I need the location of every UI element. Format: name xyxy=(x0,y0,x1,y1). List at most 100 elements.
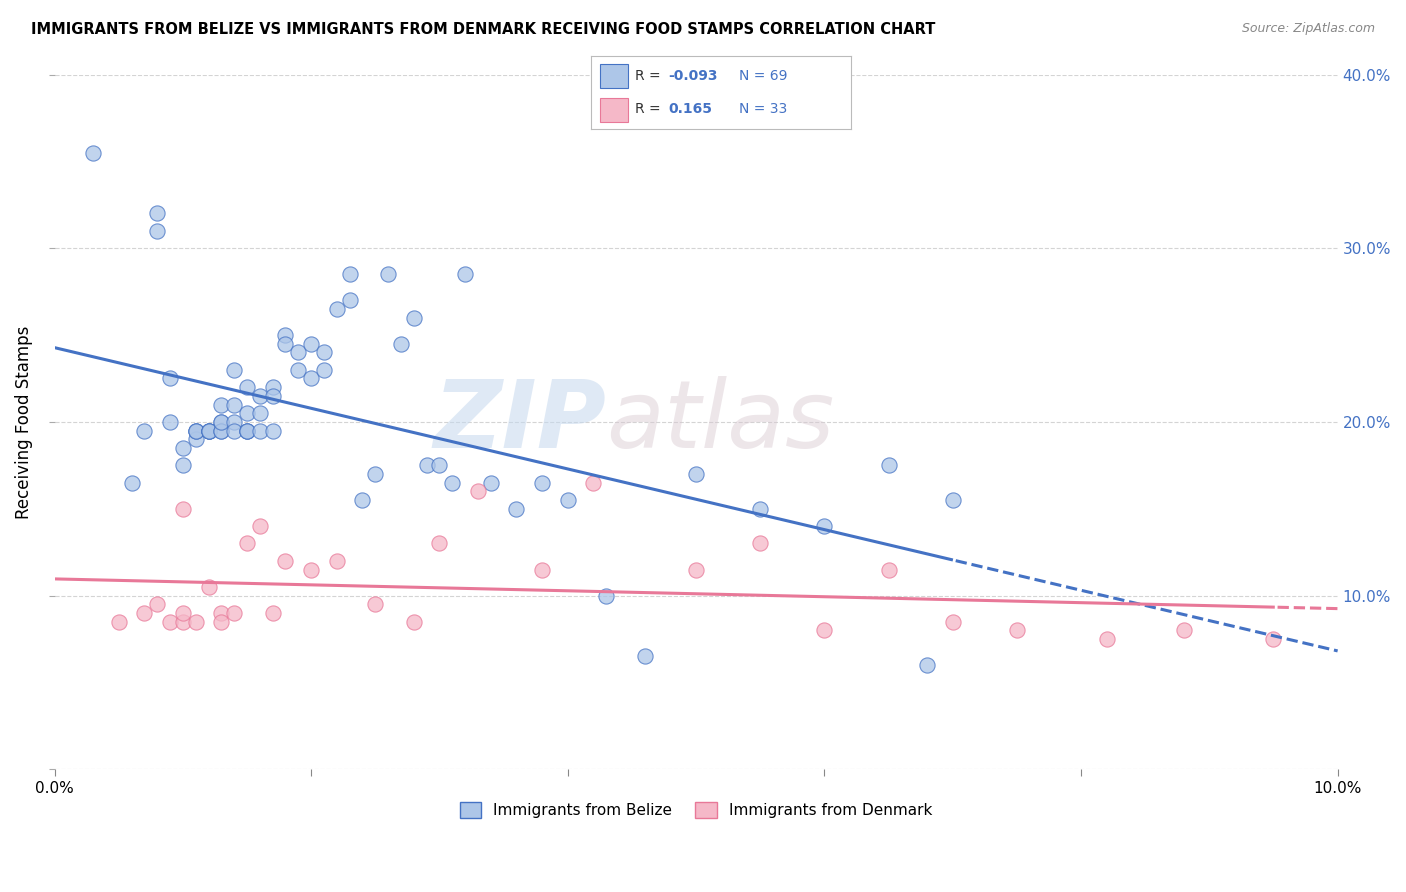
Point xyxy=(159,615,181,629)
Point xyxy=(505,501,527,516)
Y-axis label: Receiving Food Stamps: Receiving Food Stamps xyxy=(15,326,32,518)
Point xyxy=(402,310,425,325)
Point xyxy=(209,615,232,629)
Point xyxy=(352,493,374,508)
Point xyxy=(749,501,772,516)
Point xyxy=(197,580,219,594)
Point xyxy=(184,432,207,446)
Point xyxy=(236,406,259,420)
Point xyxy=(121,475,143,490)
Point xyxy=(582,475,605,490)
Point xyxy=(184,424,207,438)
Point xyxy=(209,606,232,620)
Point xyxy=(813,519,835,533)
Point xyxy=(454,267,477,281)
Point xyxy=(339,267,361,281)
Point xyxy=(531,563,554,577)
Point xyxy=(262,606,284,620)
Point xyxy=(184,424,207,438)
Point xyxy=(107,615,129,629)
Point xyxy=(172,458,194,473)
Point xyxy=(813,624,835,638)
Point xyxy=(146,597,169,611)
Point xyxy=(209,415,232,429)
Point xyxy=(685,563,707,577)
Point xyxy=(172,441,194,455)
Point xyxy=(146,224,169,238)
Point xyxy=(467,484,489,499)
Point xyxy=(942,493,965,508)
Point xyxy=(634,649,657,664)
Point xyxy=(197,424,219,438)
Point xyxy=(209,415,232,429)
Point xyxy=(312,345,335,359)
Point xyxy=(429,458,451,473)
Point xyxy=(429,536,451,550)
Text: ZIP: ZIP xyxy=(433,376,606,468)
Point xyxy=(531,475,554,490)
Point xyxy=(326,301,349,316)
Point xyxy=(134,424,156,438)
Point xyxy=(249,424,271,438)
Point xyxy=(326,554,349,568)
Text: 0.165: 0.165 xyxy=(669,103,713,116)
Point xyxy=(262,424,284,438)
Point xyxy=(236,536,259,550)
Point xyxy=(749,536,772,550)
Point xyxy=(1263,632,1285,646)
Point xyxy=(364,597,387,611)
Point xyxy=(915,658,938,673)
Point xyxy=(299,336,322,351)
Point xyxy=(274,328,297,343)
Point xyxy=(441,475,464,490)
Point xyxy=(159,415,181,429)
Point xyxy=(377,267,399,281)
Point xyxy=(877,563,900,577)
Point xyxy=(299,371,322,385)
Point xyxy=(299,563,322,577)
Point xyxy=(1095,632,1118,646)
Point xyxy=(942,615,965,629)
Point xyxy=(197,424,219,438)
Point xyxy=(685,467,707,481)
Point xyxy=(249,406,271,420)
Text: N = 33: N = 33 xyxy=(738,103,787,116)
FancyBboxPatch shape xyxy=(599,98,628,122)
Text: Source: ZipAtlas.com: Source: ZipAtlas.com xyxy=(1241,22,1375,36)
Point xyxy=(262,389,284,403)
Text: IMMIGRANTS FROM BELIZE VS IMMIGRANTS FROM DENMARK RECEIVING FOOD STAMPS CORRELAT: IMMIGRANTS FROM BELIZE VS IMMIGRANTS FRO… xyxy=(31,22,935,37)
Point xyxy=(197,424,219,438)
Point xyxy=(82,145,104,160)
Legend: Immigrants from Belize, Immigrants from Denmark: Immigrants from Belize, Immigrants from … xyxy=(454,796,938,824)
Point xyxy=(224,424,246,438)
Point xyxy=(224,606,246,620)
Point xyxy=(172,501,194,516)
Point xyxy=(184,615,207,629)
Point xyxy=(249,389,271,403)
Point xyxy=(262,380,284,394)
Point xyxy=(274,554,297,568)
Text: R =: R = xyxy=(634,70,661,83)
Point xyxy=(209,398,232,412)
Point xyxy=(224,363,246,377)
Point xyxy=(287,345,309,359)
Point xyxy=(364,467,387,481)
Point xyxy=(389,336,412,351)
Point xyxy=(339,293,361,308)
Text: R =: R = xyxy=(634,103,661,116)
Point xyxy=(209,424,232,438)
FancyBboxPatch shape xyxy=(599,64,628,88)
Point xyxy=(146,206,169,220)
Point xyxy=(415,458,437,473)
Point xyxy=(312,363,335,377)
Point xyxy=(557,493,579,508)
Point xyxy=(1173,624,1195,638)
Point xyxy=(236,424,259,438)
Point xyxy=(224,415,246,429)
Point xyxy=(159,371,181,385)
Point xyxy=(877,458,900,473)
Text: atlas: atlas xyxy=(606,376,835,467)
Point xyxy=(197,424,219,438)
Point xyxy=(402,615,425,629)
Text: -0.093: -0.093 xyxy=(669,70,718,83)
